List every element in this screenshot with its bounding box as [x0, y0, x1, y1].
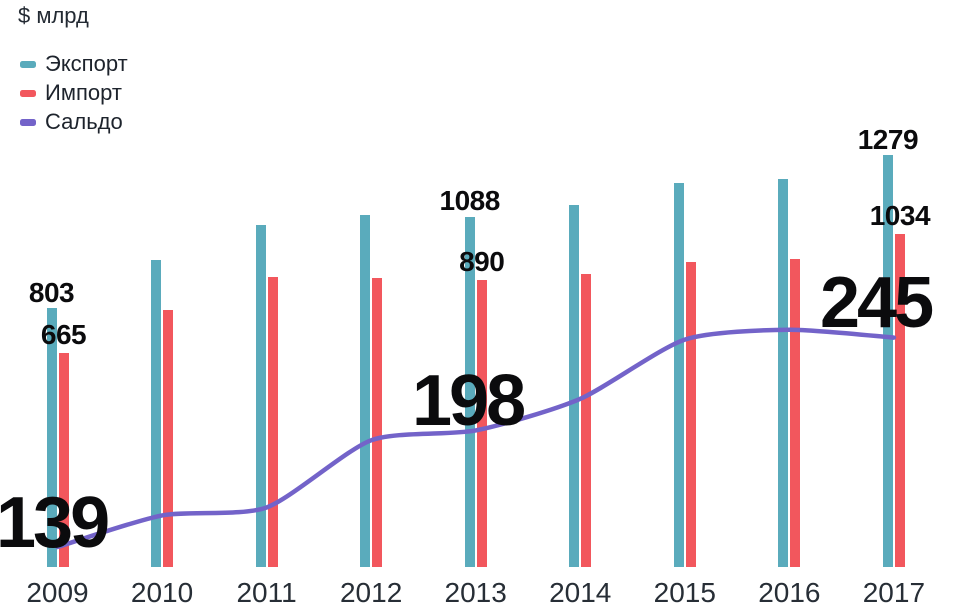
import-bar-2015 [685, 262, 696, 567]
export-bar-2015 [673, 183, 684, 567]
import-bar-2014 [581, 274, 592, 567]
legend-item-saldo: Сальдо [20, 109, 128, 134]
export-bar-2010 [151, 260, 162, 567]
x-axis-label-2015: 2015 [653, 577, 716, 608]
export-bar-2011 [255, 225, 266, 567]
legend-label-export: Экспорт [45, 51, 128, 76]
x-axis-label-2016: 2016 [758, 577, 821, 608]
export-swatch-icon [20, 60, 36, 68]
export-bar-2014 [569, 205, 580, 567]
x-axis-label-2010: 2010 [130, 577, 194, 608]
export-bar-2009 [46, 308, 57, 567]
legend: Экспорт Импорт Сальдо [20, 51, 128, 134]
import-value-label-2017: 1034 [869, 199, 931, 231]
value-axis-unit-label: $ млрд [18, 3, 89, 28]
saldo-value-label-2017: 245 [820, 263, 934, 344]
import-bar-2011 [267, 277, 278, 567]
legend-label-import: Импорт [45, 80, 122, 105]
x-axis-label-2014: 2014 [549, 577, 612, 608]
x-axis-label-2017: 2017 [862, 577, 926, 608]
export-bar-2016 [778, 179, 789, 567]
export-value-label-2013: 1088 [439, 185, 501, 217]
import-bar-2016 [790, 259, 801, 567]
legend-item-export: Экспорт [20, 51, 128, 76]
export-value-label-2009: 803 [28, 277, 75, 308]
export-bar-2012 [360, 215, 371, 567]
import-value-label-2009: 665 [40, 318, 87, 350]
import-swatch-icon [20, 89, 36, 97]
legend-label-saldo: Сальдо [45, 109, 123, 134]
x-axis-label-2013: 2013 [444, 577, 507, 608]
x-axis-label-2012: 2012 [339, 577, 403, 608]
import-value-label-2013: 890 [459, 246, 505, 277]
x-axis-label-2011: 2011 [236, 577, 297, 608]
x-axis-label-2009: 2009 [26, 577, 89, 608]
legend-item-import: Импорт [20, 80, 128, 105]
saldo-swatch-icon [20, 118, 36, 126]
import-bar-2017 [894, 234, 905, 567]
export-value-label-2017: 1279 [857, 123, 919, 155]
saldo-value-label-2013: 198 [412, 361, 526, 442]
import-bar-2012 [372, 278, 383, 567]
saldo-value-label-2009: 139 [0, 483, 110, 564]
import-bar-2010 [163, 310, 174, 567]
